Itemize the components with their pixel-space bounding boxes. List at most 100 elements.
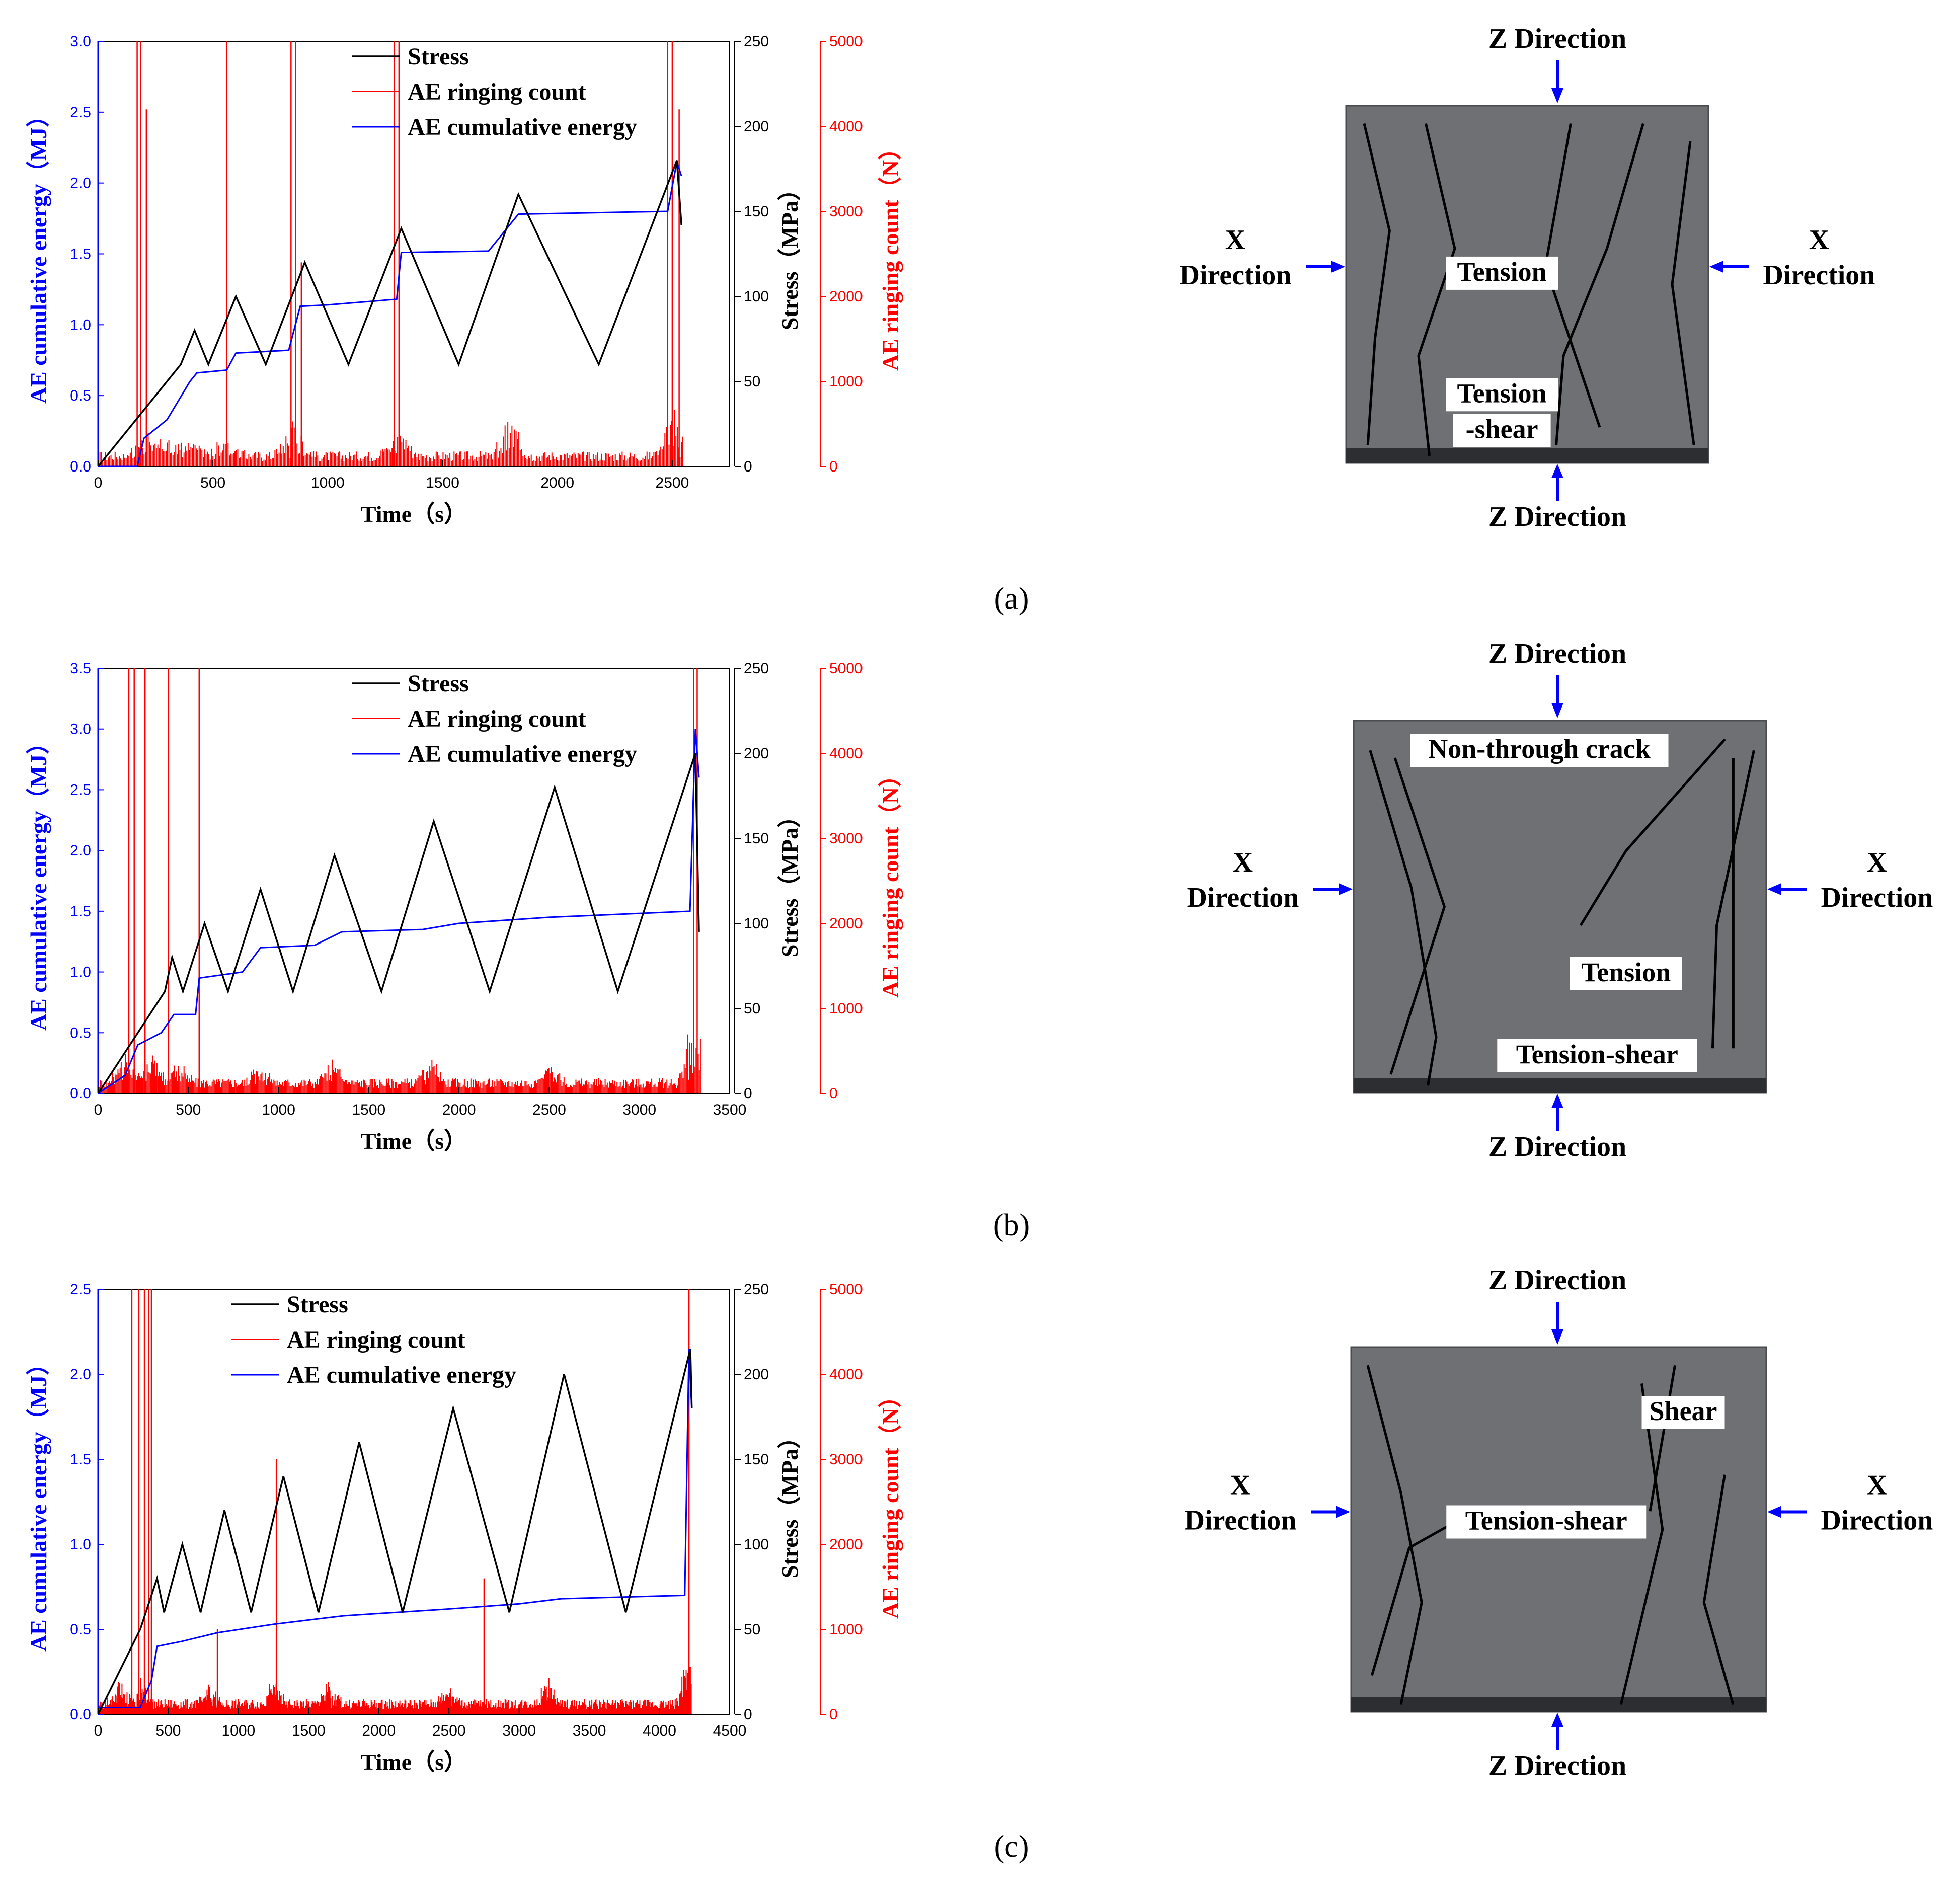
crack-line	[1363, 123, 1391, 445]
x-direction-right-label: Direction	[1763, 260, 1875, 291]
x-tick-label: 500	[176, 1102, 201, 1118]
stress-tick-label: 200	[744, 118, 769, 135]
y-left-tick-label: 3.0	[70, 721, 91, 738]
specimen-base	[1354, 1078, 1766, 1093]
x-direction-right-label: X	[1809, 224, 1829, 256]
stress-tick-label: 150	[744, 203, 769, 220]
z-direction-bottom-label: Z Direction	[1488, 1750, 1626, 1781]
crack-type-annotation: Tension-shear	[1516, 1039, 1678, 1069]
ringing-axis-title: AE ringing count（N）	[878, 1385, 903, 1619]
series-stress	[97, 1348, 693, 1715]
z-direction-top-label: Z Direction	[1488, 638, 1626, 669]
x-tick-label: 2000	[442, 1102, 476, 1118]
x-direction-left-label: X	[1233, 847, 1253, 878]
ringing-tick-label: 3000	[829, 1451, 863, 1468]
legend-label: Stress	[408, 670, 469, 697]
stress-tick-label: 50	[744, 1621, 760, 1638]
crack-type-annotation: Tension-shear	[1465, 1506, 1627, 1536]
arrowhead-icon	[1551, 1713, 1563, 1727]
legend-label: AE cumulative energy	[408, 741, 637, 767]
arrowhead-icon	[1331, 261, 1345, 273]
x-tick-label: 1000	[311, 475, 345, 491]
ringing-tick-label: 2000	[829, 915, 863, 932]
y-left-tick-label: 2.0	[70, 1366, 91, 1383]
ringing-tick-label: 0	[829, 458, 838, 475]
stress-tick-label: 250	[744, 33, 769, 50]
y-left-tick-label: 0.5	[70, 387, 91, 404]
specimen-base	[1346, 448, 1708, 463]
annotation-box	[1446, 378, 1558, 412]
x-direction-left-label: X	[1225, 224, 1245, 256]
specimen-photo-1: Z Direction Z Direction X Direction X Directi…	[1180, 23, 1875, 532]
crack-line	[1555, 123, 1644, 445]
series-cumulative-energy	[98, 161, 682, 467]
x-tick-label: 0	[94, 1102, 103, 1118]
arrowhead-icon	[1767, 883, 1781, 895]
x-tick-label: 1000	[222, 1722, 256, 1739]
arrowhead-icon	[1551, 1329, 1563, 1345]
legend-label: AE ringing count	[287, 1326, 465, 1353]
x-tick-label: 1500	[426, 475, 459, 491]
crack-line	[1579, 738, 1726, 926]
crack-line	[1649, 1365, 1676, 1512]
x-tick-label: 4000	[643, 1722, 676, 1739]
series-cumulative-energy	[98, 729, 700, 1094]
specimen-photo-3: Z Direction Z Direction X Direction X Directi…	[1185, 1265, 1933, 1781]
crack-line	[1711, 750, 1755, 1049]
x-tick-label: 500	[200, 475, 225, 491]
x-direction-left-label: Direction	[1185, 1505, 1297, 1536]
stress-tick-label: 200	[744, 745, 769, 762]
x-tick-label: 1000	[262, 1102, 295, 1118]
legend-label: Stress	[408, 43, 469, 70]
y-left-tick-label: 1.0	[70, 964, 91, 981]
annotation-box	[1446, 1505, 1647, 1539]
x-tick-label: 3000	[622, 1102, 656, 1118]
x-axis-title: Time（s）	[361, 1749, 467, 1775]
x-direction-left-label: X	[1230, 1470, 1250, 1501]
legend-label: AE cumulative energy	[287, 1362, 516, 1388]
stress-tick-label: 100	[744, 915, 769, 932]
x-direction-right-label: Direction	[1821, 1505, 1933, 1536]
x-tick-label: 3000	[502, 1722, 536, 1739]
panel-caption: (a)	[994, 582, 1029, 616]
arrowhead-icon	[1551, 88, 1563, 103]
x-tick-label: 2500	[532, 1102, 566, 1118]
z-direction-bottom-label: Z Direction	[1488, 1131, 1626, 1162]
crack-line	[1702, 1474, 1735, 1705]
x-axis-title: Time（s）	[361, 1128, 467, 1154]
x-tick-label: 500	[155, 1722, 181, 1739]
y-left-tick-label: 1.0	[70, 317, 91, 333]
stress-axis-title: Stress（MPa）	[777, 178, 803, 330]
crack-line	[1389, 757, 1446, 1075]
x-direction-right-label: X	[1867, 1470, 1887, 1501]
ringing-tick-label: 2000	[829, 288, 863, 305]
rock-specimen	[1353, 720, 1767, 1094]
y-left-tick-label: 0.5	[70, 1621, 91, 1638]
ringing-tick-label: 4000	[829, 118, 863, 135]
ringing-axis-title: AE ringing count（N）	[878, 137, 903, 371]
ringing-tick-label: 4000	[829, 1366, 863, 1383]
crack-type-annotation: Tension	[1581, 957, 1671, 987]
chart-panel-1: 0 500 1000 1500 2000 2500Time（s）0.00.51.01.52…	[26, 33, 903, 527]
crack-type-annotation: -shear	[1466, 414, 1538, 444]
arrowhead-icon	[1551, 1094, 1563, 1108]
stress-tick-label: 200	[744, 1366, 769, 1383]
y-left-tick-label: 2.0	[70, 175, 91, 192]
stress-tick-label: 250	[744, 1281, 769, 1298]
ringing-tick-label: 0	[829, 1085, 838, 1102]
ringing-tick-label: 2000	[829, 1536, 863, 1553]
arrowhead-icon	[1551, 703, 1563, 718]
specimen-photo-2: Z Direction Z Direction X Direction X Directi…	[1187, 638, 1933, 1162]
y-left-tick-label: 3.5	[70, 660, 91, 677]
chart-panel-3: 0 500 1000 1500 2000 2500 3000 3500 4000 4500Time…	[26, 1281, 903, 1775]
arrowhead-icon	[1551, 464, 1563, 478]
arrowhead-icon	[1339, 883, 1353, 895]
y-left-axis-title: AE cumulative energy（MJ）	[26, 1352, 51, 1652]
ringing-tick-label: 0	[829, 1706, 838, 1723]
crack-type-annotation: Shear	[1650, 1396, 1717, 1426]
crack-line	[1417, 123, 1456, 456]
stress-tick-label: 150	[744, 1451, 769, 1468]
y-left-tick-label: 1.5	[70, 903, 91, 920]
ringing-tick-label: 4000	[829, 745, 863, 762]
